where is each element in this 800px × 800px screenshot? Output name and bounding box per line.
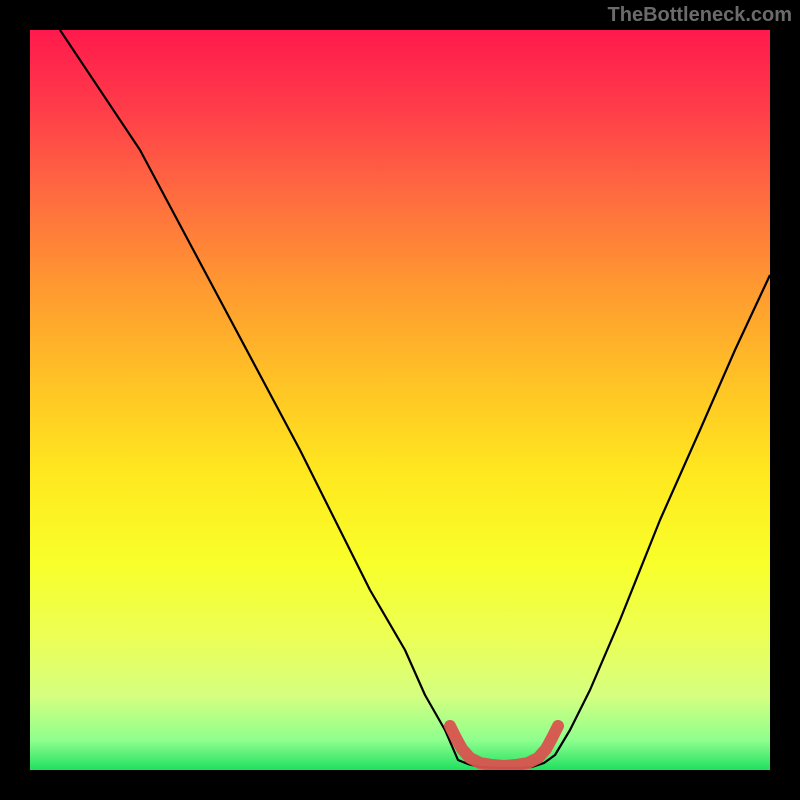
plot-background bbox=[30, 30, 770, 770]
bottleneck-chart: TheBottleneck.com bbox=[0, 0, 800, 800]
watermark-text: TheBottleneck.com bbox=[608, 4, 792, 27]
chart-svg bbox=[0, 0, 800, 800]
